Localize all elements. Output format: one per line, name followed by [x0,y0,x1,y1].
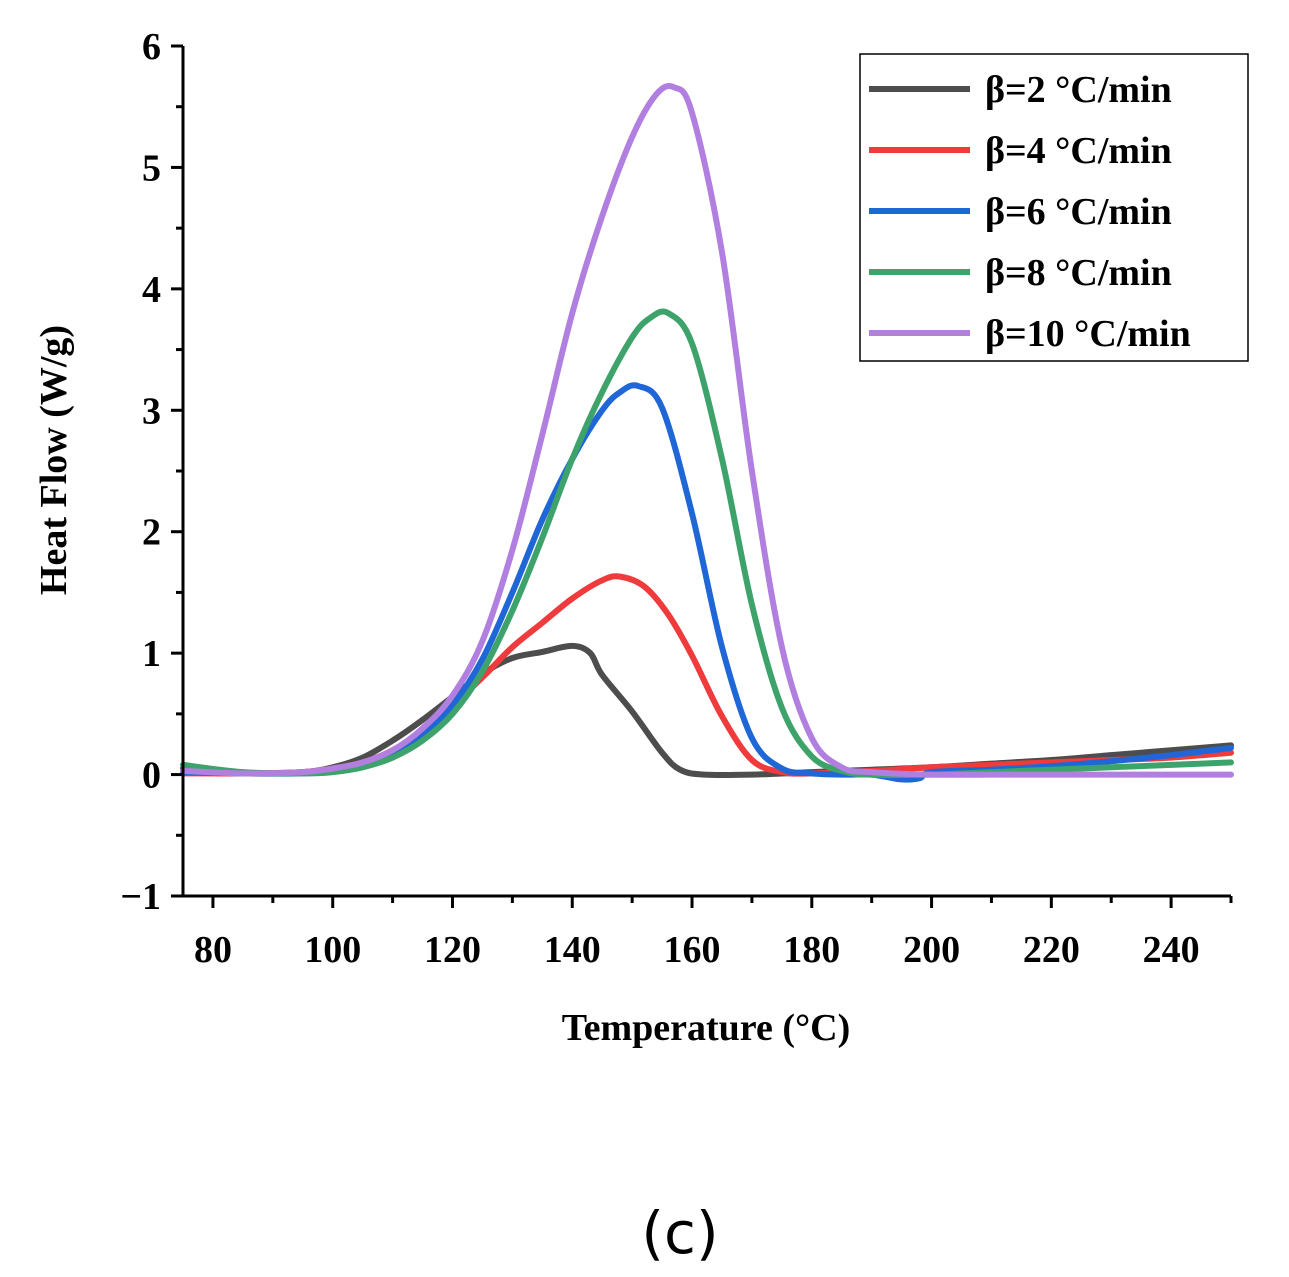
x-tick-label: 140 [544,929,601,971]
legend-label-3: β=6 °C/min [985,191,1172,233]
x-tick-label: 200 [903,929,960,971]
x-axis-title: Temperature (°C) [562,1007,851,1049]
series-line-5 [180,83,1234,778]
y-tick-label: −1 [120,876,161,918]
x-tick-label: 80 [194,929,232,971]
y-tick-label: 3 [142,390,161,432]
y-tick-label: 6 [142,26,161,68]
legend: β=2 °C/min β=4 °C/min β=6 °C/min β=8 °C/min… [859,53,1249,362]
legend-label-2: β=4 °C/min [985,130,1172,172]
x-tick-label: 100 [304,929,361,971]
legend-items: β=2 °C/min β=4 °C/min β=6 °C/min β=8 °C/min… [869,69,1191,355]
legend-label-4: β=8 °C/min [985,252,1172,294]
x-ticks: 80 100 120 140 160 180 200 220 240 [194,896,1233,971]
y-axis-title: Heat Flow (W/g) [33,325,75,595]
x-tick-label: 160 [664,929,721,971]
y-tick-label: 5 [142,147,161,189]
legend-label-1: β=2 °C/min [985,69,1172,111]
y-tick-label: 1 [142,633,161,675]
y-ticks: −1 0 1 2 3 4 5 6 [120,26,183,918]
series-line-2 [180,573,1234,777]
x-tick-label: 240 [1143,929,1200,971]
y-tick-label: 2 [142,512,161,554]
x-tick-label: 180 [783,929,840,971]
panel-label: (c) [641,1199,718,1267]
x-tick-label: 220 [1023,929,1080,971]
series-line-4 [180,308,1234,778]
series-line-3 [180,382,1234,783]
legend-label-5: β=10 °C/min [985,313,1191,355]
y-tick-label: 0 [142,755,161,797]
y-tick-label: 4 [142,269,161,311]
plot-lines [180,83,1234,783]
x-tick-label: 120 [424,929,481,971]
series-line-1 [180,642,1234,779]
legend-box [859,53,1249,362]
